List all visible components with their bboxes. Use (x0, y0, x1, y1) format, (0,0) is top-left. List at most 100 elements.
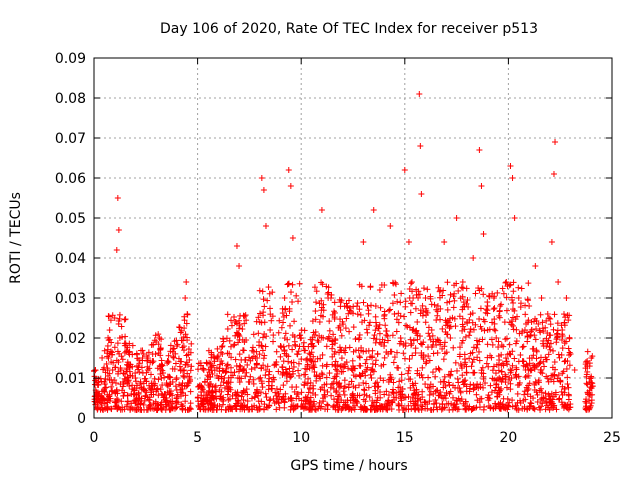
data-point-cloud (331, 362, 338, 369)
y-tick-label: 0.08 (55, 91, 86, 107)
data-point-cloud (409, 327, 416, 334)
data-point-cloud (323, 381, 330, 388)
data-point-cloud (224, 362, 231, 369)
data-point-cloud (309, 318, 316, 325)
data-point-cloud (228, 322, 235, 329)
data-point-cloud (280, 393, 287, 400)
data-point-cloud (416, 291, 423, 298)
data-point-cloud (419, 341, 426, 348)
data-point-cloud (107, 317, 114, 324)
data-point-cloud (312, 308, 319, 315)
data-point-cloud (524, 362, 531, 369)
data-point-cloud (187, 388, 194, 395)
data-point-cloud (555, 351, 562, 358)
data-point-cloud (441, 392, 448, 399)
data-point-cloud (230, 313, 237, 320)
x-tick-label: 5 (193, 430, 202, 446)
data-point-cloud (154, 365, 161, 372)
data-point-cloud (515, 373, 522, 380)
data-point-cloud (119, 356, 126, 363)
data-point-cloud (151, 375, 158, 382)
data-point-cloud (228, 405, 235, 412)
data-point-cloud (483, 360, 490, 367)
data-point-cloud (550, 326, 557, 333)
data-point-cloud (404, 323, 411, 330)
data-point-cloud (246, 354, 253, 361)
data-point-cloud (372, 303, 379, 310)
data-point-cloud (426, 357, 433, 364)
y-tick-label: 0.05 (55, 211, 86, 227)
data-point-cloud (286, 365, 293, 372)
data-point-cloud (369, 360, 376, 367)
data-point-cloud (419, 403, 426, 410)
data-point-cloud (378, 341, 385, 348)
data-point-cloud (418, 406, 425, 413)
data-point-cloud (509, 397, 516, 404)
data-point-cloud (393, 328, 400, 335)
data-point-cloud (533, 325, 540, 332)
data-point-cloud (176, 381, 183, 388)
data-point-cloud (342, 325, 349, 332)
data-point-cloud (199, 365, 206, 372)
x-axis-label: GPS time / hours (290, 458, 407, 474)
data-point-cloud (362, 360, 369, 367)
data-point-cloud (108, 383, 115, 390)
data-point-cloud (437, 389, 444, 396)
data-point-cloud (394, 349, 401, 356)
data-point-cloud (408, 340, 415, 347)
y-tick-label: 0.09 (55, 51, 86, 67)
data-point-cloud (482, 380, 489, 387)
data-point-cloud (381, 312, 388, 319)
data-point-cloud (547, 346, 554, 353)
data-point-cloud (280, 358, 287, 365)
data-point-cloud (522, 302, 529, 309)
data-point-cloud (263, 333, 270, 340)
data-point-cloud (584, 348, 591, 355)
data-point-cloud (194, 394, 201, 401)
data-point-cloud (510, 299, 517, 306)
data-point-cloud (145, 349, 152, 356)
data-point-cloud (550, 347, 557, 354)
data-point-cloud (326, 335, 333, 342)
data-point-cloud (289, 281, 296, 288)
data-point-cloud (118, 323, 125, 330)
data-point-cloud (551, 359, 558, 366)
data-point-cloud (331, 299, 338, 306)
x-tick-label: 0 (90, 430, 99, 446)
data-point-cloud (289, 346, 296, 353)
data-point-cloud (331, 314, 338, 321)
data-point-cloud (236, 321, 243, 328)
data-point-cloud (262, 372, 269, 379)
data-point-cloud (555, 396, 562, 403)
data-point-cloud (318, 370, 325, 377)
data-point-cloud (354, 392, 361, 399)
data-point-cloud (356, 306, 363, 313)
data-point-cloud (108, 351, 115, 358)
data-point-cloud (456, 344, 463, 351)
data-point-cloud (383, 388, 390, 395)
data-point-cloud (588, 397, 595, 404)
data-point-cloud (419, 394, 426, 401)
data-point-cloud (565, 392, 572, 399)
data-point-cloud (522, 396, 529, 403)
data-point-cloud (395, 384, 402, 391)
data-point-cloud (366, 322, 373, 329)
data-point-cloud (224, 311, 231, 318)
data-point-cloud (146, 402, 153, 409)
data-point-cloud (457, 295, 464, 302)
data-point-cloud (400, 350, 407, 357)
data-point-cloud (522, 366, 529, 373)
data-point-cloud (506, 319, 513, 326)
data-point-cloud (484, 341, 491, 348)
data-point-cloud (503, 384, 510, 391)
data-point-cloud (261, 406, 268, 413)
data-point-cloud (582, 398, 589, 405)
data-point-cloud (247, 373, 254, 380)
data-point-cloud (234, 374, 241, 381)
data-point-cloud (436, 294, 443, 301)
data-point-cloud (518, 285, 525, 292)
data-point-cloud (105, 396, 112, 403)
data-point-cloud (520, 343, 527, 350)
data-point-cloud (105, 334, 112, 341)
